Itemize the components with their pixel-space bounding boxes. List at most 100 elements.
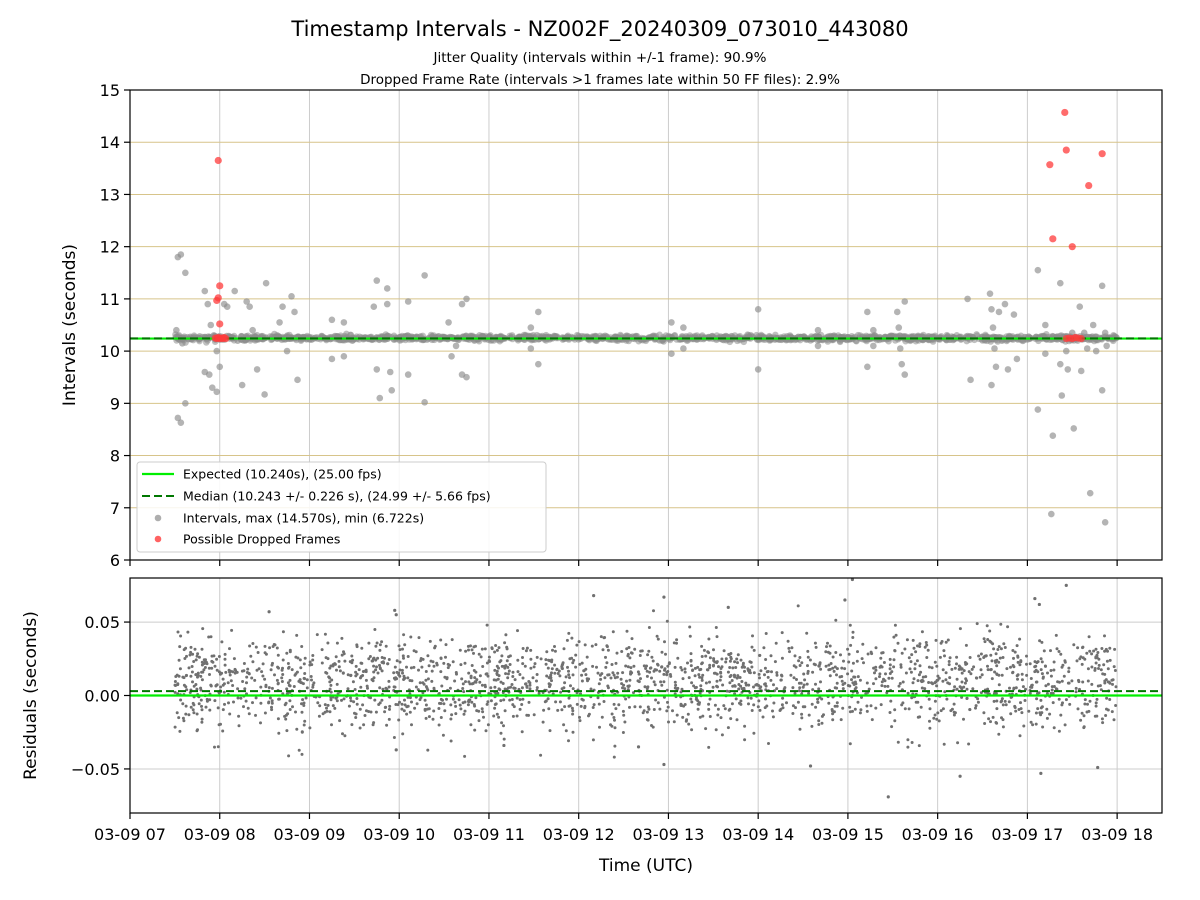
residual-point (832, 710, 836, 714)
residual-point (807, 713, 811, 717)
residual-point (859, 708, 863, 712)
residual-point (814, 645, 818, 649)
residual-point (1080, 662, 1084, 666)
residual-point (791, 712, 795, 715)
interval-point (294, 376, 301, 384)
residual-point (435, 663, 439, 667)
residual-point (571, 673, 575, 677)
residual-point (658, 669, 662, 673)
residual-point (613, 676, 617, 680)
residual-point (176, 630, 180, 634)
residual-point (672, 720, 676, 724)
residual-point (502, 664, 506, 668)
residual-point (579, 704, 583, 708)
residual-point (722, 649, 726, 653)
residual-point (362, 723, 366, 727)
residual-point (414, 685, 418, 689)
interval-point (404, 298, 412, 305)
residual-point (464, 680, 467, 684)
residual-point (216, 706, 220, 710)
residual-point (946, 638, 950, 642)
residual-point (995, 699, 999, 703)
residual-point (413, 706, 417, 710)
residual-point (757, 699, 761, 703)
residual-point (295, 727, 299, 731)
residual-point (424, 670, 428, 673)
residual-point (911, 638, 915, 642)
residual-point (834, 618, 838, 622)
residual-point (903, 707, 907, 711)
residual-point (714, 728, 718, 732)
residual-point (592, 594, 596, 598)
residual-point (216, 745, 220, 749)
residual-point (539, 753, 543, 757)
residual-point (397, 671, 401, 675)
residual-point (547, 707, 551, 711)
interval-point (373, 277, 381, 284)
residual-point (424, 685, 428, 689)
interval-point (973, 332, 981, 340)
residual-point (493, 703, 497, 706)
interval-point (1062, 347, 1070, 355)
residual-point (380, 640, 384, 644)
residual-point (410, 723, 413, 727)
residual-point (1035, 680, 1039, 684)
residual-point (378, 648, 382, 652)
residual-point (589, 687, 593, 691)
residual-point (342, 697, 346, 701)
interval-point (967, 376, 974, 384)
residual-point (975, 622, 979, 626)
residual-point (1039, 657, 1043, 661)
residual-point (628, 678, 632, 682)
residual-point (403, 698, 406, 702)
residual-point (763, 673, 766, 677)
residual-point (711, 685, 715, 689)
residual-point (1108, 646, 1112, 650)
residual-point (200, 670, 204, 674)
residual-point (726, 726, 730, 730)
residual-point (320, 648, 324, 652)
residual-point (337, 665, 341, 669)
residual-point (462, 690, 466, 694)
residual-point (516, 629, 519, 633)
residual-point (769, 654, 773, 658)
residual-point (785, 701, 788, 705)
residual-point (795, 678, 798, 681)
residual-point (504, 672, 508, 676)
residual-point (486, 723, 490, 727)
residual-point (1021, 685, 1025, 689)
residual-point (363, 714, 367, 717)
residual-point (833, 704, 837, 708)
interval-point (964, 295, 971, 303)
residual-point (921, 675, 925, 679)
residual-point (223, 663, 227, 667)
residual-point (246, 706, 250, 710)
residual-point (343, 659, 347, 663)
residual-point (794, 665, 798, 669)
residual-point (851, 636, 855, 639)
residual-point (982, 637, 986, 641)
residual-point (636, 679, 640, 683)
residual-point (621, 731, 625, 734)
residual-point (759, 685, 763, 689)
y-tick-label: 7 (110, 499, 120, 518)
residual-point (1074, 686, 1078, 690)
residual-point (1067, 681, 1071, 685)
residual-point (817, 723, 821, 726)
residual-point (585, 655, 589, 659)
residual-point (237, 714, 241, 718)
residual-point (381, 687, 385, 691)
residual-point (986, 687, 990, 691)
residual-point (665, 688, 669, 692)
residual-point (991, 642, 995, 646)
residual-point (629, 651, 633, 655)
residual-point (867, 687, 871, 691)
residual-point (969, 672, 973, 676)
residual-point (192, 703, 196, 707)
residual-point (572, 658, 576, 662)
interval-point (988, 381, 995, 389)
residual-point (498, 688, 502, 692)
residual-point (1011, 649, 1015, 652)
residual-point (597, 702, 601, 706)
residual-point (665, 619, 669, 623)
